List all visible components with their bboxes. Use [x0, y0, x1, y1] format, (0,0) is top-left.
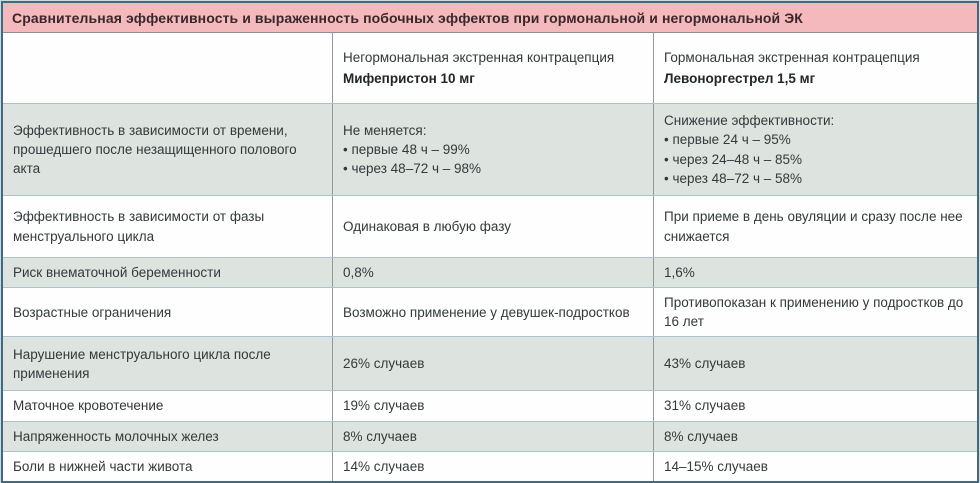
hormonal-value-cell: 43% случаев [653, 337, 977, 391]
table-header-row: Негормональная экстренная контрацепция М… [3, 33, 977, 103]
table-row-uterine-bleeding: Маточное кровотечение 19% случаев 31% сл… [3, 390, 977, 421]
hormonal-drug-label: Левоноргестрел 1,5 мг [664, 71, 816, 86]
hormonal-value-cell: 14–15% случаев [653, 451, 977, 481]
table-row-abdominal-pain: Боли в нижней части живота 14% случаев 1… [3, 450, 977, 481]
row-label-cell: Боли в нижней части живота [13, 458, 193, 474]
nonhormonal-drug-label: Мифепристон 10 мг [343, 71, 475, 86]
nonhormonal-value-cell: 8% случаев [332, 421, 653, 451]
nonhormonal-value-cell: 0,8% [332, 258, 653, 288]
header-hormonal-cell: Гормональная экстренная контрацепция Лев… [653, 33, 977, 103]
row-label-cell: Риск внематочной беременности [13, 265, 221, 280]
header-nonhormonal-cell: Негормональная экстренная контрацепция М… [332, 33, 653, 103]
nonhormonal-category-label: Негормональная экстренная контрацепция [343, 49, 615, 65]
hormonal-value-cell: При приеме в день овуляции и сразу после… [653, 196, 977, 257]
nonhormonal-value-cell: 14% случаев [332, 451, 653, 481]
nonhormonal-value-cell: Возможно применение у девушек-подростков [332, 288, 653, 337]
hormonal-value-cell: 8% случаев [653, 421, 977, 451]
row-label-cell: Нарушение менструального цикла после при… [13, 346, 271, 381]
row-label-cell: Эффективность в зависимости от времени, … [13, 122, 297, 177]
row-label-cell: Маточное кровотечение [13, 398, 164, 414]
table-row-cycle-disruption: Нарушение менструального цикла после при… [3, 336, 977, 391]
table-body: Эффективность в зависимости от времени, … [3, 103, 977, 481]
nonhormonal-value-cell: Не меняется: • первые 48 ч – 99% • через… [332, 104, 653, 195]
row-label-cell: Напряженность молочных желез [13, 428, 219, 444]
table-row-breast-tension: Напряженность молочных желез 8% случаев … [3, 420, 977, 451]
hormonal-value-cell: Противопоказан к применению у подростков… [653, 288, 977, 337]
table-row-effectiveness-phase: Эффективность в зависимости от фазы менс… [3, 195, 977, 257]
nonhormonal-value-cell: 26% случаев [332, 337, 653, 391]
row-label-cell: Эффективность в зависимости от фазы менс… [13, 209, 265, 244]
table-row-effectiveness-time: Эффективность в зависимости от времени, … [3, 103, 977, 195]
table-row-age-limits: Возрастные ограничения Возможно применен… [3, 287, 977, 337]
hormonal-value-cell: 31% случаев [653, 391, 977, 421]
nonhormonal-value-cell: Одинаковая в любую фазу [332, 196, 653, 257]
hormonal-value-cell: Снижение эффективности: • первые 24 ч – … [653, 104, 977, 195]
table-title: Сравнительная эффективность и выраженнос… [3, 3, 977, 33]
hormonal-category-label: Гормональная экстренная контрацепция [664, 49, 920, 65]
hormonal-value-cell: 1,6% [653, 258, 977, 288]
nonhormonal-value-cell: 19% случаев [332, 391, 653, 421]
row-label-cell: Возрастные ограничения [13, 304, 172, 320]
table-row-ectopic-risk: Риск внематочной беременности 0,8% 1,6% [3, 257, 977, 288]
header-empty-cell [3, 33, 332, 103]
